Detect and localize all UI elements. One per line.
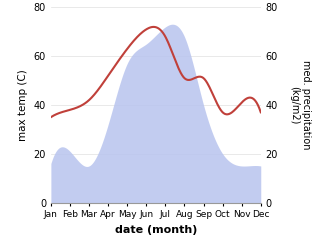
Y-axis label: max temp (C): max temp (C): [18, 69, 28, 141]
Y-axis label: med. precipitation
(kg/m2): med. precipitation (kg/m2): [289, 60, 311, 150]
X-axis label: date (month): date (month): [114, 225, 197, 235]
